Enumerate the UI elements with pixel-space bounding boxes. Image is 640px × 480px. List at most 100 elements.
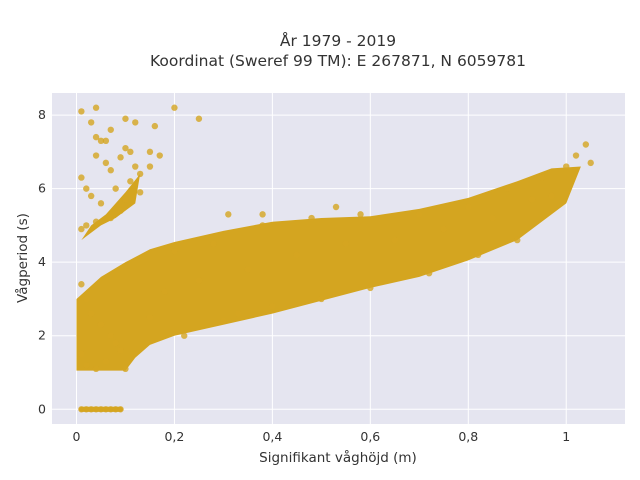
data-point	[83, 185, 90, 192]
data-point	[83, 222, 90, 229]
data-point	[97, 137, 105, 145]
data-point	[357, 211, 364, 218]
data-point	[582, 141, 590, 148]
data-point	[122, 196, 129, 203]
y-axis-ticks: 0 2 4 6 8	[38, 107, 46, 416]
data-point	[528, 196, 536, 203]
data-point	[87, 310, 95, 317]
data-point	[127, 148, 134, 156]
x-tick-label: 0,8	[458, 429, 478, 444]
data-point	[92, 104, 100, 111]
x-axis-ticks: 0 0,2 0,4 0,6 0,8 1	[73, 429, 571, 444]
data-point	[78, 174, 85, 181]
data-point	[489, 214, 496, 222]
data-point	[220, 317, 227, 325]
y-tick-label: 2	[38, 328, 46, 343]
data-point	[391, 236, 399, 244]
data-point	[92, 133, 100, 141]
data-point	[92, 365, 100, 373]
data-point	[465, 203, 472, 211]
data-point	[107, 214, 114, 222]
data-point	[269, 303, 276, 310]
data-point	[107, 406, 114, 413]
data-point	[332, 203, 340, 211]
data-point	[102, 159, 110, 167]
data-point	[161, 288, 168, 295]
data-point	[87, 119, 95, 126]
data-point	[293, 251, 301, 259]
data-point	[504, 185, 511, 192]
data-point	[92, 218, 100, 225]
data-point	[151, 122, 159, 130]
data-point	[425, 270, 433, 277]
data-point	[318, 295, 325, 303]
data-point	[171, 104, 178, 111]
data-point	[474, 251, 482, 259]
data-point	[78, 350, 85, 358]
data-point	[563, 163, 570, 170]
data-point	[87, 406, 95, 413]
y-tick-label: 6	[38, 181, 46, 196]
data-point	[78, 225, 85, 233]
data-point	[367, 284, 374, 292]
x-tick-label: 0,6	[360, 429, 380, 444]
scatter-points	[78, 104, 594, 413]
data-point	[102, 137, 110, 145]
data-point	[83, 406, 90, 413]
data-point	[127, 178, 134, 185]
y-tick-label: 0	[38, 401, 46, 416]
x-axis-title: Signifikant våghöjd (m)	[259, 449, 417, 466]
data-point	[107, 126, 114, 133]
data-point	[83, 295, 90, 303]
data-point	[122, 144, 129, 152]
data-point	[259, 222, 266, 229]
data-point	[587, 159, 594, 167]
data-point	[122, 365, 129, 373]
data-point	[195, 277, 203, 284]
x-tick-label: 0,4	[262, 429, 282, 444]
data-point	[156, 152, 163, 159]
data-point	[225, 211, 232, 218]
data-point	[112, 339, 119, 347]
x-tick-label: 1	[562, 429, 570, 444]
data-point	[195, 115, 203, 122]
data-point	[112, 185, 119, 192]
data-point	[538, 174, 545, 181]
data-point	[97, 406, 105, 413]
data-point	[83, 361, 90, 369]
data-point	[102, 358, 110, 365]
data-point	[78, 108, 85, 115]
data-point	[342, 240, 350, 247]
data-point	[117, 154, 124, 161]
data-point	[102, 406, 110, 413]
chart-title-line-1: År 1979 - 2019	[280, 31, 396, 50]
data-point	[97, 200, 105, 207]
data-point	[78, 406, 85, 413]
data-point	[132, 163, 139, 170]
y-axis-title: Vågperiod (s)	[14, 213, 31, 303]
data-point	[92, 152, 100, 159]
data-point	[181, 332, 188, 339]
data-point	[308, 214, 315, 222]
data-point	[92, 406, 100, 413]
data-point	[78, 281, 85, 288]
data-point	[171, 247, 178, 255]
data-point	[146, 163, 154, 170]
data-point	[107, 167, 114, 174]
data-point	[117, 406, 124, 413]
data-point	[132, 119, 139, 126]
data-point	[136, 189, 144, 196]
chart-title-line-2: Koordinat (Sweref 99 TM): E 267871, N 60…	[150, 52, 526, 70]
data-point	[146, 314, 154, 321]
data-point	[548, 192, 555, 200]
data-point	[112, 406, 119, 413]
y-tick-label: 8	[38, 107, 46, 122]
data-point	[416, 211, 423, 218]
data-point	[136, 170, 144, 178]
y-tick-label: 4	[38, 254, 46, 269]
data-point	[117, 207, 124, 214]
data-point	[122, 115, 129, 122]
data-point	[87, 192, 95, 200]
x-tick-label: 0	[73, 429, 81, 444]
data-point	[440, 225, 447, 233]
